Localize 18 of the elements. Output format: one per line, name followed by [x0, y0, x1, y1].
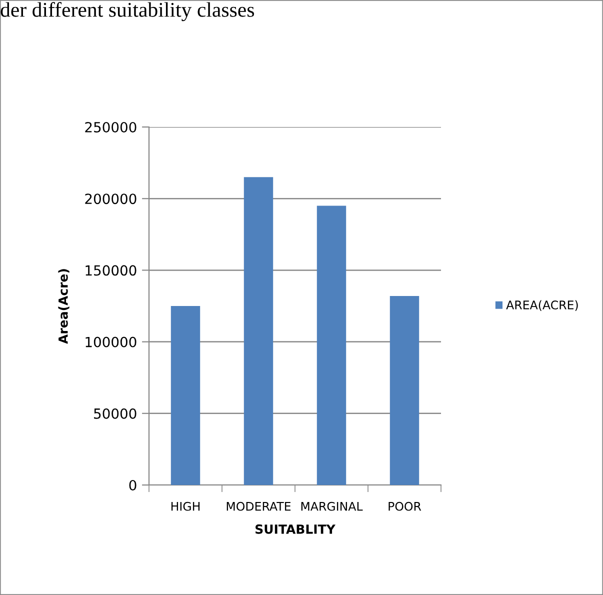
bar: [390, 296, 420, 485]
bar: [244, 177, 274, 485]
y-axis-title: Area(Acre): [58, 269, 70, 344]
x-axis-title: SUITABLITY: [256, 524, 336, 534]
y-tick-label: 0: [129, 480, 136, 490]
chart-title: der different suitability classes: [0, 2, 254, 22]
x-tick-label: MARGINAL: [301, 502, 363, 511]
y-tick-label: 50000: [94, 408, 136, 419]
x-tick-label: HIGH: [171, 502, 200, 511]
x-tick-label: POOR: [388, 502, 422, 511]
x-tick-label: MODERATE: [226, 502, 291, 511]
bar: [170, 306, 200, 485]
y-tick-label: 100000: [86, 336, 136, 348]
y-tick-label: 150000: [86, 265, 136, 276]
y-tick-label: 250000: [85, 122, 136, 132]
legend-label: AREA(ACRE): [506, 300, 578, 311]
bar: [316, 206, 346, 485]
y-tick-label: 200000: [85, 194, 136, 204]
